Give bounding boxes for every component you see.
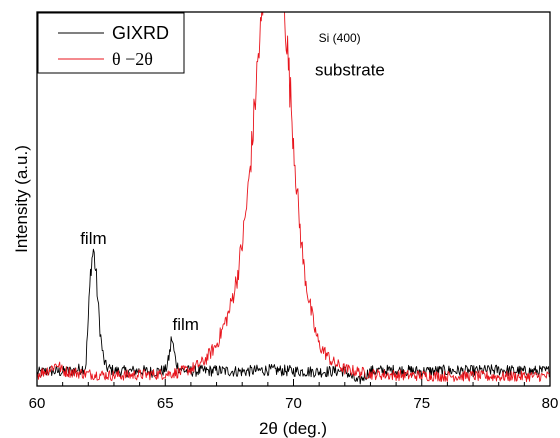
- legend-label-gixrd: GIXRD: [112, 23, 169, 43]
- annotation-label: Si (400): [319, 31, 361, 45]
- x-tick-label: 60: [29, 395, 46, 412]
- annotation-label: film: [173, 315, 199, 334]
- x-axis-label: 2θ (deg.): [259, 419, 327, 438]
- y-axis-label: Intensity (a.u.): [12, 145, 31, 253]
- annotation-label: film: [80, 229, 106, 248]
- legend-box: [37, 12, 185, 74]
- x-tick-label: 65: [157, 395, 174, 412]
- series-layer: [37, 12, 550, 385]
- x-tick-label: 75: [413, 395, 430, 412]
- x-tick-label: 70: [285, 395, 302, 412]
- legend-label-theta-2theta: θ −2θ: [112, 49, 153, 69]
- annotations: film film Si (400) substrate: [80, 31, 385, 334]
- x-axis: 60 65 70 75 80: [29, 379, 559, 412]
- series-line-theta-2theta: [37, 12, 550, 383]
- annotation-label: substrate: [315, 61, 385, 80]
- legend: GIXRD θ −2θ: [37, 12, 185, 74]
- series-line-gixrd: [37, 248, 550, 385]
- x-tick-label: 80: [542, 395, 559, 412]
